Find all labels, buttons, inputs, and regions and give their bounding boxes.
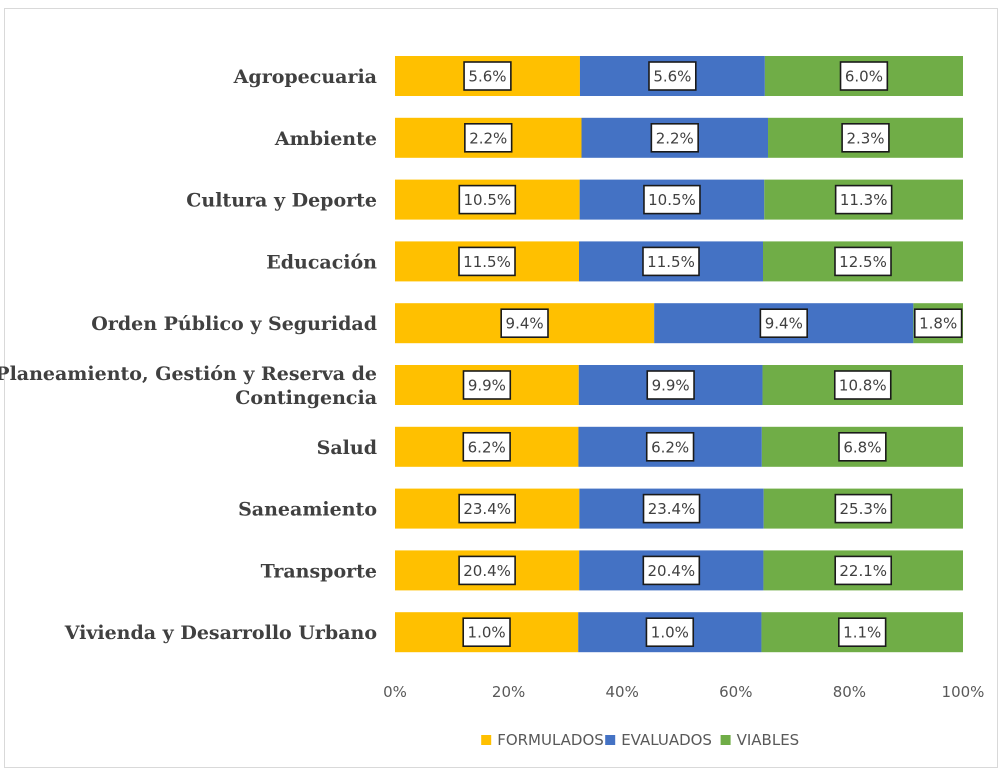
data-label-viables-9: 1.1% [843, 624, 881, 642]
data-label-formulados-4: 9.4% [506, 315, 544, 333]
category-label-0: Agropecuaria [233, 66, 377, 88]
data-label-formulados-0: 5.6% [468, 68, 506, 86]
data-label-evaluados-4: 9.4% [765, 315, 803, 333]
data-label-formulados-1: 2.2% [469, 129, 507, 147]
x-tick-label-0: 0% [383, 683, 407, 701]
x-tick-label-5: 100% [942, 683, 985, 701]
category-label-9: Vivienda y Desarrollo Urbano [64, 622, 377, 644]
data-label-viables-3: 12.5% [839, 253, 887, 271]
legend-swatch-evaluados [605, 735, 615, 745]
legend-swatch-viables [721, 735, 731, 745]
data-label-viables-5: 10.8% [839, 377, 887, 395]
x-tick-label-3: 60% [719, 683, 752, 701]
data-label-viables-7: 25.3% [840, 500, 888, 518]
category-label-line-5-1: Contingencia [235, 387, 377, 409]
legend-label-evaluados: EVALUADOS [621, 731, 712, 749]
data-label-evaluados-5: 9.9% [652, 377, 690, 395]
data-label-evaluados-8: 20.4% [647, 562, 695, 580]
data-label-formulados-5: 9.9% [468, 377, 506, 395]
data-label-viables-4: 1.8% [919, 315, 957, 333]
category-label-5: Planeamiento, Gestión y Reserva de Contin… [0, 363, 377, 409]
category-label-1: Ambiente [274, 128, 377, 150]
x-axis-ticks: 0% 20% 40% 60% 80% 100% [383, 683, 984, 701]
data-label-formulados-6: 6.2% [468, 438, 506, 456]
data-label-viables-0: 6.0% [845, 68, 883, 86]
data-label-viables-6: 6.8% [843, 438, 881, 456]
category-label-4: Orden Público y Seguridad [91, 313, 377, 335]
category-label-7: Saneamiento [238, 499, 377, 521]
category-label-3: Educación [266, 251, 377, 273]
legend-label-formulados: FORMULADOS [497, 731, 604, 749]
x-tick-label-2: 40% [606, 683, 639, 701]
data-label-evaluados-3: 11.5% [647, 253, 695, 271]
data-label-evaluados-7: 23.4% [648, 500, 696, 518]
x-tick-label-4: 80% [833, 683, 866, 701]
category-label-6: Salud [317, 437, 377, 459]
legend-swatch-formulados [481, 735, 491, 745]
legend: FORMULADOS EVALUADOS VIABLES [481, 731, 799, 749]
data-label-evaluados-9: 1.0% [651, 624, 689, 642]
data-label-formulados-7: 23.4% [463, 500, 511, 518]
category-label-8: Transporte [261, 560, 377, 582]
category-labels-layer: Agropecuaria Ambiente Cultura y Deporte Edu… [0, 66, 377, 644]
data-label-formulados-2: 10.5% [463, 191, 511, 209]
category-label-2: Cultura y Deporte [186, 190, 377, 212]
data-label-evaluados-6: 6.2% [651, 438, 689, 456]
x-tick-label-1: 20% [492, 683, 525, 701]
data-label-evaluados-0: 5.6% [653, 68, 691, 86]
data-label-viables-8: 22.1% [839, 562, 887, 580]
data-label-evaluados-2: 10.5% [648, 191, 696, 209]
data-label-formulados-8: 20.4% [463, 562, 511, 580]
data-label-formulados-3: 11.5% [463, 253, 511, 271]
data-label-viables-1: 2.3% [846, 129, 884, 147]
data-label-evaluados-1: 2.2% [656, 129, 694, 147]
legend-label-viables: VIABLES [737, 731, 800, 749]
category-label-line-5-0: Planeamiento, Gestión y Reserva de [0, 363, 377, 385]
data-label-viables-2: 11.3% [840, 191, 888, 209]
data-label-formulados-9: 1.0% [468, 624, 506, 642]
